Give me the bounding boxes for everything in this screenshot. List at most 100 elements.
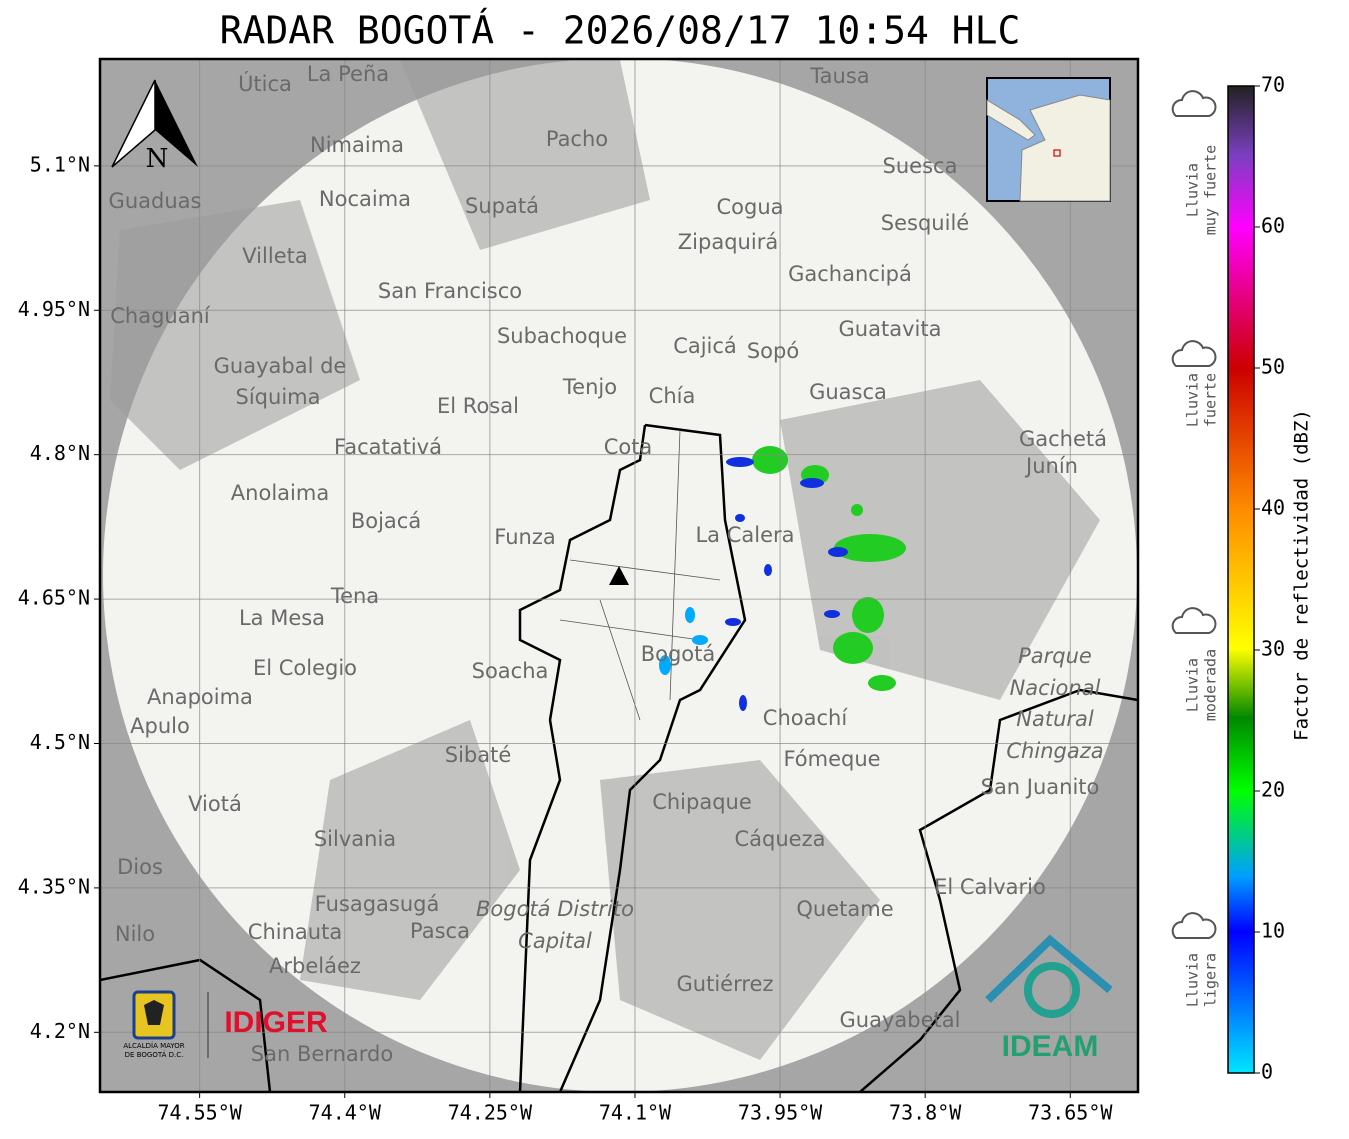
y-tick-label: 4.2°N	[30, 1019, 90, 1043]
weather-icon	[1171, 340, 1217, 367]
colorbar-tick-label: 60	[1261, 214, 1285, 238]
place-label: Bogotá	[641, 642, 716, 666]
place-label: Bogotá Distrito	[476, 897, 634, 921]
map: La Peña Útica Tausa Pacho Nimaima Nocaima Supa…	[100, 59, 1138, 1092]
place-label: Nacional	[1010, 676, 1101, 700]
y-tick-label: 4.65°N	[18, 586, 90, 610]
place-label: Útica	[238, 71, 292, 96]
place-label: Funza	[494, 525, 555, 549]
y-tick-label: 5.1°N	[30, 152, 90, 176]
place-label: El Rosal	[437, 394, 519, 418]
radar-echoes	[659, 446, 906, 711]
place-label: Guatavita	[839, 317, 942, 341]
place-label: San Francisco	[378, 279, 522, 303]
place-label: Guayabal de	[214, 354, 347, 378]
y-tick-label: 4.35°N	[18, 874, 90, 898]
alcaldia-logo: ALCALDÍA MAYOR DE BOGOTÁ D.C. IDIGER	[123, 990, 328, 1059]
place-label: Chaguaní	[110, 304, 211, 328]
place-label: Villeta	[242, 244, 307, 268]
place-label: Chingaza	[1006, 739, 1103, 763]
place-label: Arbeláez	[269, 954, 361, 978]
weather-icon	[1171, 607, 1217, 634]
legend-label: Lluvia	[1184, 953, 1202, 1007]
place-label: Pacho	[546, 127, 608, 151]
place-label: Suesca	[883, 154, 958, 178]
north-label: N	[146, 144, 169, 174]
place-label: Guasca	[809, 380, 887, 404]
alcaldia-text: ALCALDÍA MAYOR	[123, 1041, 184, 1050]
legend-label: fuerte	[1202, 373, 1220, 427]
boundaries	[100, 423, 1138, 1092]
place-label: Natural	[1016, 707, 1094, 731]
place-label: Quetame	[796, 897, 893, 921]
y-tick-label: 4.95°N	[18, 297, 90, 321]
x-tick-label: 74.25°W	[448, 1101, 533, 1125]
place-label: Subachoque	[497, 324, 627, 348]
x-tick-label: 73.65°W	[1028, 1101, 1113, 1125]
y-tick-label: 4.5°N	[30, 730, 90, 754]
place-label: Fusagasugá	[315, 892, 440, 916]
colorbar-tick-label: 20	[1261, 778, 1285, 802]
colorbar-tick-label: 30	[1261, 637, 1285, 661]
place-label: San Bernardo	[251, 1042, 393, 1066]
place-label: Tena	[330, 584, 379, 608]
place-label: Soacha	[472, 659, 549, 683]
y-tick-label: 4.8°N	[30, 441, 90, 465]
map-frame	[98, 57, 1140, 1094]
place-label: Chipaque	[652, 790, 752, 814]
place-label: Nilo	[115, 922, 155, 946]
legend-label: Lluvia	[1184, 373, 1202, 427]
relief	[110, 60, 1100, 1060]
place-label: Sibaté	[445, 743, 512, 767]
place-label: Viotá	[188, 792, 242, 816]
x-tick-label: 74.55°W	[157, 1101, 242, 1125]
weather-icon	[1171, 90, 1217, 117]
x-tick-label: 73.95°W	[738, 1101, 823, 1125]
place-label: Pasca	[410, 919, 470, 943]
place-label: Cogua	[716, 195, 783, 219]
place-label: Capital	[518, 929, 592, 953]
place-label: Gutiérrez	[677, 972, 774, 996]
place-label: Dios	[117, 855, 163, 879]
place-label: La Calera	[695, 523, 794, 547]
place-label: Guayabetal	[840, 1008, 961, 1032]
place-label: Parque	[1018, 644, 1092, 668]
place-label: Junín	[1024, 454, 1078, 478]
colorbar-tick-label: 40	[1261, 496, 1285, 520]
colorbar-label: Factor de reflectividad (dBZ)	[1291, 409, 1313, 741]
colorbar	[1227, 85, 1255, 1074]
place-label: Supatá	[465, 194, 539, 218]
x-tick-label: 74.1°W	[599, 1101, 672, 1125]
weather-icon	[1171, 912, 1217, 939]
place-label: Fómeque	[783, 747, 880, 771]
place-label: Sopó	[747, 339, 799, 363]
place-label: Nocaima	[319, 187, 411, 211]
axes: 74.55°W 74.4°W 74.25°W 74.1°W 73.95°W 73.8°W 7…	[18, 152, 1114, 1124]
colorbar-tick-label: 0	[1261, 1060, 1273, 1084]
x-tick-label: 74.4°W	[309, 1101, 382, 1125]
place-label: Guaduas	[109, 189, 202, 213]
place-label: Silvania	[314, 827, 396, 851]
colorbar-tick-label: 10	[1261, 919, 1285, 943]
alcaldia-text: DE BOGOTÁ D.C.	[125, 1050, 184, 1059]
place-label: Cáqueza	[735, 827, 826, 851]
place-label: Zipaquirá	[678, 230, 778, 254]
place-label: Gachancipá	[788, 262, 912, 286]
locality-lines	[559, 429, 721, 721]
place-label: Tausa	[809, 64, 869, 88]
place-label: Bojacá	[351, 509, 421, 533]
title: RADAR BOGOTÁ - 2026/08/17 10:54 HLC	[220, 9, 1021, 53]
place-label: Tenjo	[562, 375, 617, 399]
place-label: Apulo	[130, 714, 190, 738]
colorbar-ticks: 0 10 20 30 40 50 60 70	[1254, 73, 1285, 1084]
place-label: Nimaima	[310, 133, 404, 157]
legend-label: moderada	[1202, 649, 1220, 721]
place-label: Anapoima	[147, 685, 253, 709]
place-label: La Peña	[307, 62, 389, 86]
place-label: La Mesa	[239, 606, 325, 630]
place-label: Cajicá	[673, 334, 737, 358]
place-label: El Colegio	[253, 656, 357, 680]
legend-label: Lluvia	[1184, 163, 1202, 217]
place-label: Cota	[604, 435, 653, 459]
